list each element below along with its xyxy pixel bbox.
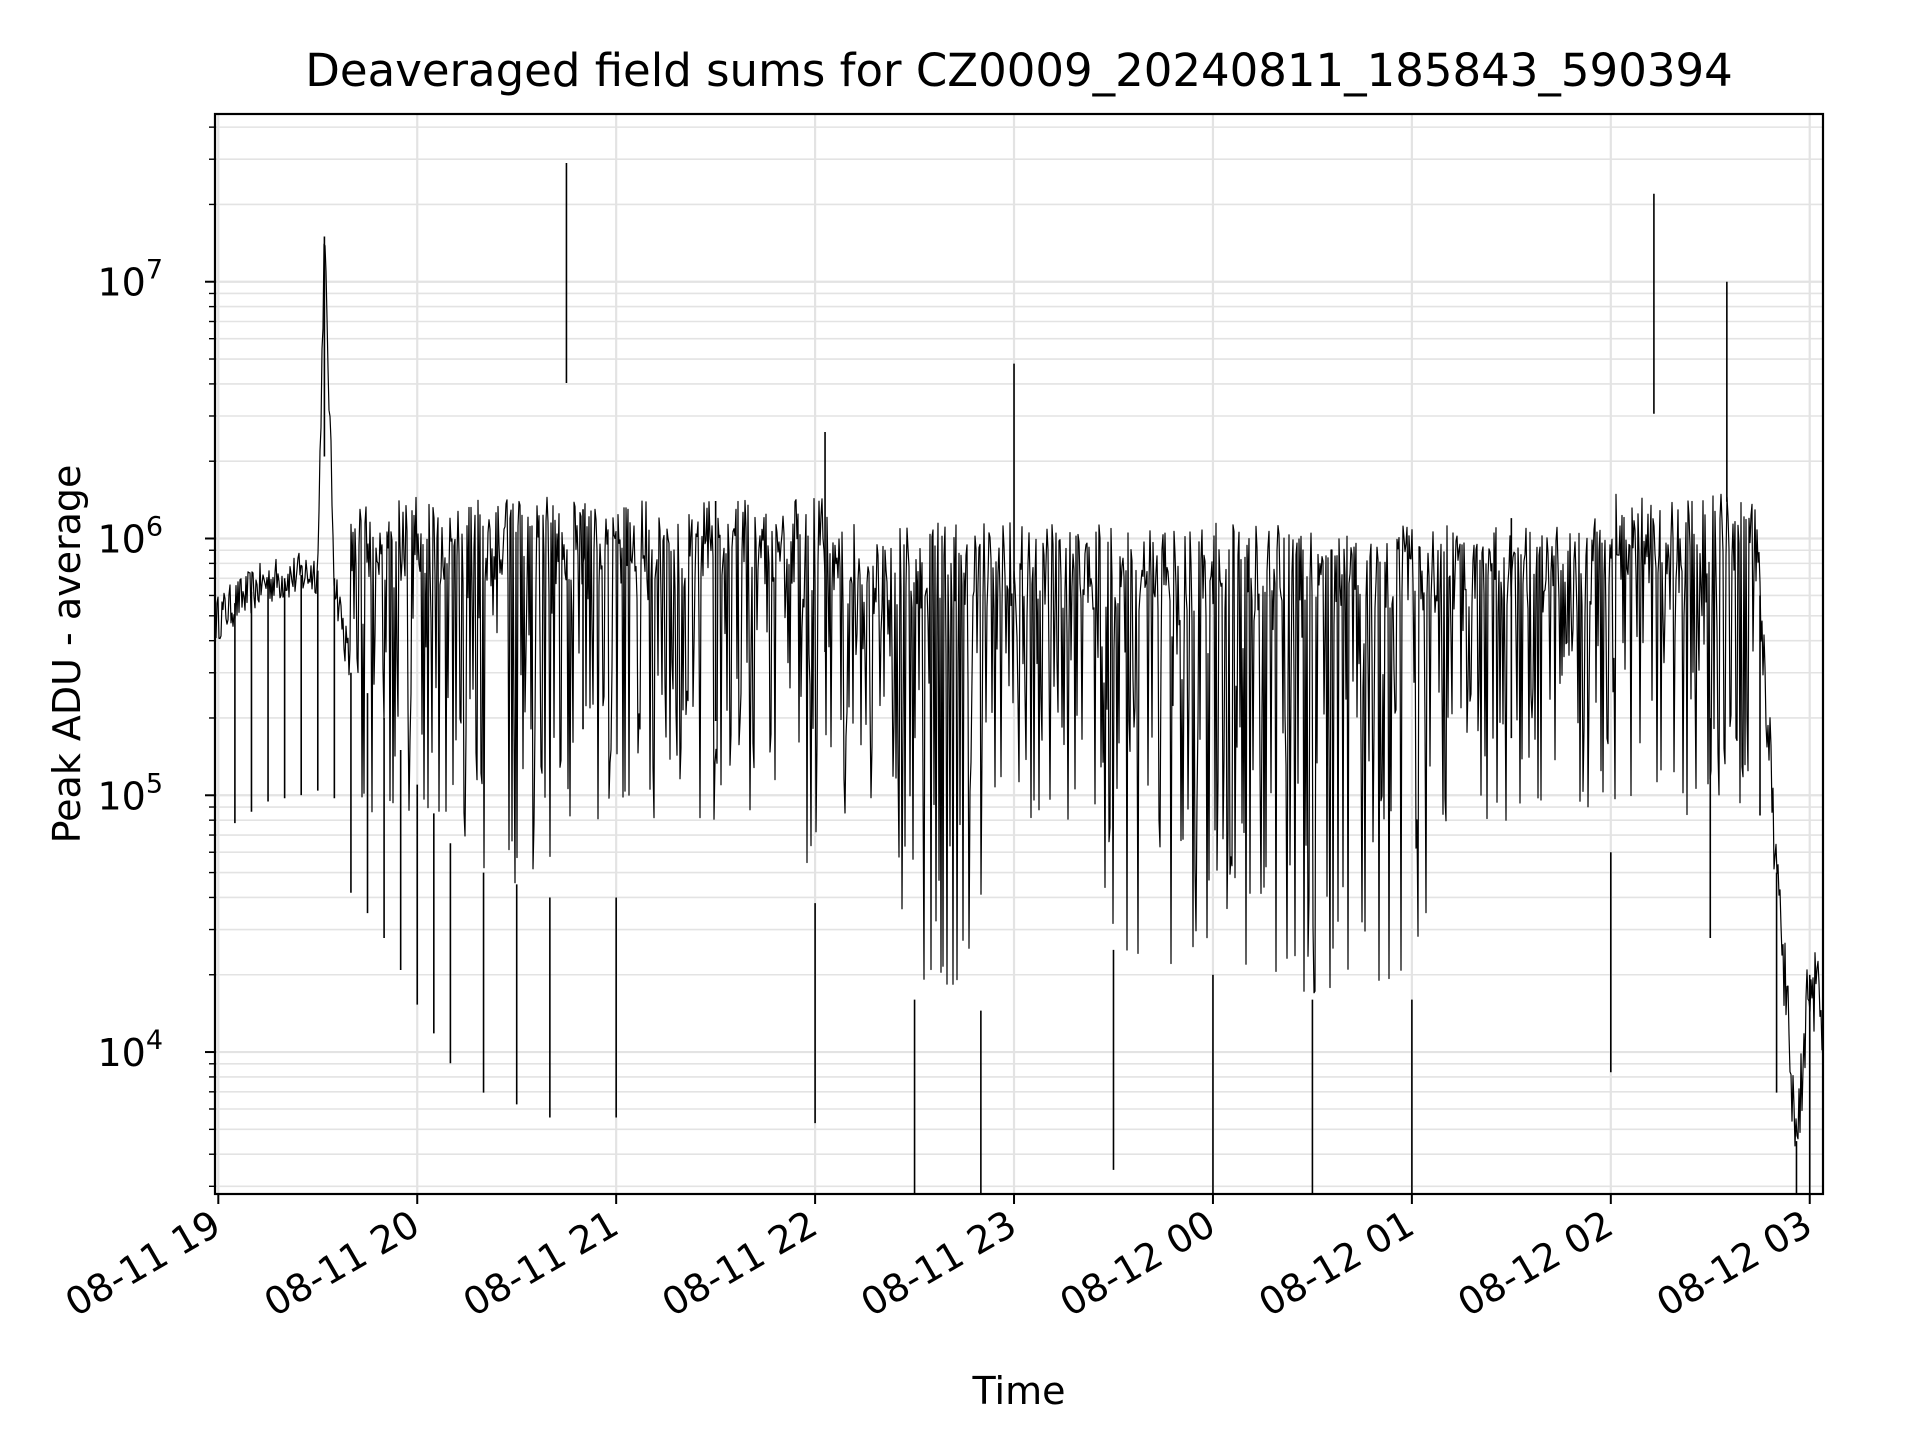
y-tick-base: 10	[97, 517, 145, 561]
chart-title: Deaveraged field sums for CZ0009_2024081…	[305, 44, 1732, 97]
y-tick-exponent: 4	[146, 1025, 163, 1056]
y-tick-exponent: 6	[146, 511, 163, 542]
y-axis-label: Peak ADU - average	[45, 465, 89, 844]
plot-frame	[213, 112, 1825, 1196]
y-tick-base: 10	[97, 261, 145, 305]
y-tick-label: 106	[97, 511, 163, 561]
y-tick-label: 107	[97, 255, 163, 305]
y-tick-exponent: 5	[146, 768, 163, 799]
y-tick-exponent: 7	[146, 255, 163, 286]
y-tick-base: 10	[97, 1031, 145, 1075]
tick-marks	[205, 126, 1811, 1204]
data-line-layer	[214, 162, 1824, 1194]
y-tick-base: 10	[97, 774, 145, 818]
y-tick-label: 105	[97, 768, 163, 818]
series-line	[215, 243, 1823, 1147]
x-axis-label: Time	[972, 1369, 1066, 1413]
y-tick-label: 104	[97, 1025, 163, 1075]
